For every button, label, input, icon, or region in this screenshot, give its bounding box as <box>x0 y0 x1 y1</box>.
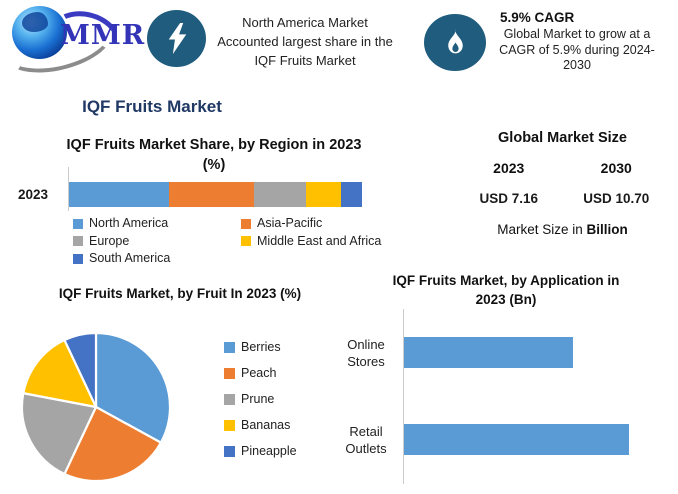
region-y-axis-line <box>68 167 69 211</box>
legend-swatch <box>224 368 235 379</box>
legend-label: Peach <box>241 366 277 380</box>
legend-swatch <box>241 218 251 229</box>
legend-swatch <box>241 236 251 246</box>
legend-item: North America <box>73 217 241 230</box>
legend-label: North America <box>89 216 169 230</box>
legend-label: Prune <box>241 392 275 406</box>
legend-swatch <box>224 342 235 353</box>
caption-prefix: Market Size in <box>497 222 587 237</box>
legend-item: Asia-Pacific <box>241 217 391 230</box>
application-y-axis-line <box>403 309 404 484</box>
caption-unit: Billion <box>586 222 628 237</box>
lightning-icon <box>147 10 206 67</box>
region-bar-segment <box>253 182 307 207</box>
legend-swatch <box>224 420 235 431</box>
legend-label: Middle East and Africa <box>257 233 382 248</box>
cagr-line: Global Market to grow at a <box>503 27 651 41</box>
app-bar <box>404 337 573 368</box>
legend-item: Pineapple <box>224 445 297 458</box>
pie-slice-pineapple <box>63 331 98 409</box>
highlight-line: North America Market <box>242 15 368 30</box>
legend-label: Berries <box>241 340 281 354</box>
region-chart-title-line: (%) <box>202 156 226 173</box>
highlight-line: Accounted largest share in the <box>217 34 393 49</box>
application-category-label: Retail Outlets <box>345 424 387 456</box>
region-stacked-bar <box>69 182 362 207</box>
fruit-legend: Berries Peach Prune Bananas Pineapple <box>224 341 297 458</box>
logo-text: MMR <box>60 20 146 51</box>
legend-swatch <box>224 446 235 457</box>
legend-item: Middle East and Africa <box>241 233 391 248</box>
pie-slice-prune <box>20 392 98 476</box>
cagr-text: Global Market to grow at a CAGR of 5.9% … <box>492 27 662 74</box>
legend-label: Europe <box>89 233 130 248</box>
region-chart-title: IQF Fruits Market Share, by Region in 20… <box>48 136 380 175</box>
fruit-chart-title: IQF Fruits Market, by Fruit In 2023 (%) <box>58 286 302 301</box>
region-bar-segment <box>306 182 342 207</box>
cagr-line: CAGR of 5.9% during 2024- <box>499 42 655 57</box>
cagr-block: 5.9% CAGR Global Market to grow at a CAG… <box>492 10 662 74</box>
region-bar-segment <box>69 182 169 207</box>
globe-icon <box>12 6 67 59</box>
region-legend: North America Asia-Pacific Europe Middle Ea… <box>73 217 391 265</box>
legend-item: Europe <box>73 233 241 248</box>
legend-swatch <box>224 394 235 405</box>
legend-label: Asia-Pacific <box>257 216 323 230</box>
year-2030: 2030 <box>600 160 632 176</box>
region-bar-segment <box>341 182 362 207</box>
pie-slice-bananas <box>22 338 98 409</box>
pie-slice-berries <box>94 331 172 444</box>
legend-label: Pineapple <box>241 444 297 458</box>
legend-item: Peach <box>224 367 297 380</box>
flame-icon <box>424 14 486 71</box>
market-size-years: 2023 2030 <box>455 160 670 176</box>
fruit-pie-svg <box>20 331 172 483</box>
market-size-title: Global Market Size <box>498 130 627 146</box>
legend-item: Bananas <box>224 419 297 432</box>
year-2023: 2023 <box>493 160 525 176</box>
flame-glyph <box>447 29 463 54</box>
region-category-label: 2023 <box>18 187 49 202</box>
legend-label: South America <box>89 251 171 265</box>
lightning-glyph <box>168 23 186 54</box>
legend-swatch <box>73 236 83 246</box>
value-2023: USD 7.16 <box>479 191 539 206</box>
legend-item: Prune <box>224 393 297 406</box>
page-title: IQF Fruits Market <box>82 97 222 116</box>
application-chart-title: IQF Fruits Market, by Application in 202… <box>378 271 634 309</box>
region-chart-title-line: IQF Fruits Market Share, by Region in 20… <box>66 137 362 153</box>
application-chart-title-line: IQF Fruits Market, by Application in <box>392 273 620 288</box>
pie-slice-peach <box>63 405 162 483</box>
legend-swatch <box>73 218 83 229</box>
legend-item: Berries <box>224 341 297 354</box>
mmr-logo: MMR <box>0 2 146 83</box>
region-bar-segment <box>168 182 254 207</box>
application-chart-title-line: 2023 (Bn) <box>475 292 537 307</box>
market-size-caption: Market Size in Billion <box>455 222 670 237</box>
highlight-text: North America Market Accounted largest s… <box>206 13 404 70</box>
cagr-heading: 5.9% CAGR <box>500 10 575 25</box>
application-category-label: Online Stores <box>347 337 385 369</box>
highlight-line: IQF Fruits Market <box>254 53 356 68</box>
market-size-values: USD 7.16 USD 10.70 <box>455 191 670 206</box>
app-bar <box>404 424 629 455</box>
cagr-line: 2030 <box>563 58 591 72</box>
value-2030: USD 10.70 <box>583 191 650 206</box>
legend-item: South America <box>73 252 241 265</box>
legend-swatch <box>73 253 83 264</box>
legend-label: Bananas <box>241 418 291 432</box>
